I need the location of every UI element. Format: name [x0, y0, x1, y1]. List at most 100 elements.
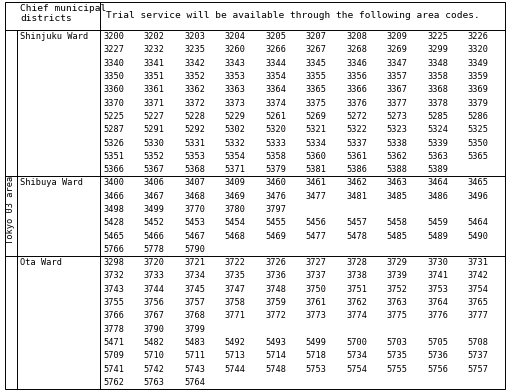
- Text: 5465: 5465: [103, 231, 124, 240]
- Text: 5228: 5228: [184, 112, 205, 121]
- Text: 3208: 3208: [345, 32, 366, 41]
- Text: 5700: 5700: [345, 338, 366, 347]
- Text: 3757: 3757: [184, 298, 205, 307]
- Text: 3730: 3730: [426, 258, 447, 267]
- Text: 3361: 3361: [143, 85, 164, 94]
- Text: 3209: 3209: [386, 32, 407, 41]
- Text: 3731: 3731: [467, 258, 488, 267]
- Text: 5755: 5755: [386, 364, 407, 373]
- Text: 5287: 5287: [103, 125, 124, 134]
- Text: 3761: 3761: [305, 298, 326, 307]
- Text: 3770: 3770: [184, 205, 205, 214]
- Text: 5322: 5322: [345, 125, 366, 134]
- Text: 5762: 5762: [103, 378, 124, 387]
- Text: 5302: 5302: [224, 125, 245, 134]
- Text: Chief municipal
districts: Chief municipal districts: [20, 4, 106, 23]
- Text: 3348: 3348: [426, 59, 447, 68]
- Text: 3773: 3773: [305, 311, 326, 320]
- Text: 5363: 5363: [426, 152, 447, 161]
- Text: 5766: 5766: [103, 245, 124, 254]
- Text: 5482: 5482: [143, 338, 164, 347]
- Text: 3350: 3350: [103, 72, 124, 81]
- Text: 5466: 5466: [143, 231, 164, 240]
- Text: 5323: 5323: [386, 125, 407, 134]
- Text: 5324: 5324: [426, 125, 447, 134]
- Text: 3406: 3406: [143, 178, 164, 187]
- Text: 3353: 3353: [224, 72, 245, 81]
- Text: 5778: 5778: [143, 245, 164, 254]
- Text: 3357: 3357: [386, 72, 407, 81]
- Text: 3370: 3370: [103, 99, 124, 108]
- Text: 5325: 5325: [467, 125, 488, 134]
- Text: 3465: 3465: [467, 178, 488, 187]
- Text: 5326: 5326: [103, 138, 124, 147]
- Text: 3378: 3378: [426, 99, 447, 108]
- Text: 3204: 3204: [224, 32, 245, 41]
- Text: 3227: 3227: [103, 45, 124, 54]
- Text: 5713: 5713: [224, 351, 245, 360]
- Text: 3778: 3778: [103, 325, 124, 334]
- Text: 5334: 5334: [305, 138, 326, 147]
- Text: 3752: 3752: [386, 285, 407, 294]
- Text: 3734: 3734: [184, 271, 205, 280]
- Text: Shibuya Ward: Shibuya Ward: [20, 178, 83, 187]
- Text: 3342: 3342: [184, 59, 205, 68]
- Text: 5718: 5718: [305, 351, 326, 360]
- Text: 3366: 3366: [345, 85, 366, 94]
- Text: 3743: 3743: [103, 285, 124, 294]
- Text: 5365: 5365: [467, 152, 488, 161]
- Text: 5483: 5483: [184, 338, 205, 347]
- Text: 3365: 3365: [305, 85, 326, 94]
- Text: 3742: 3742: [467, 271, 488, 280]
- Text: 3377: 3377: [386, 99, 407, 108]
- Text: 3207: 3207: [305, 32, 326, 41]
- Text: 5756: 5756: [426, 364, 447, 373]
- Text: 5333: 5333: [265, 138, 286, 147]
- Text: 5261: 5261: [265, 112, 286, 121]
- Text: 5361: 5361: [345, 152, 366, 161]
- Text: 3762: 3762: [345, 298, 366, 307]
- Text: 3738: 3738: [345, 271, 366, 280]
- Text: 3739: 3739: [386, 271, 407, 280]
- Text: 3771: 3771: [224, 311, 245, 320]
- Text: 5763: 5763: [143, 378, 164, 387]
- Text: 3720: 3720: [143, 258, 164, 267]
- Text: 5468: 5468: [224, 231, 245, 240]
- Text: 5757: 5757: [467, 364, 488, 373]
- Text: 3341: 3341: [143, 59, 164, 68]
- Text: Tokyo 03 area: Tokyo 03 area: [7, 176, 15, 244]
- Text: 3369: 3369: [467, 85, 488, 94]
- Text: 3469: 3469: [224, 192, 245, 201]
- Text: 5371: 5371: [224, 165, 245, 174]
- Text: 5360: 5360: [305, 152, 326, 161]
- Text: 3747: 3747: [224, 285, 245, 294]
- Text: 3351: 3351: [143, 72, 164, 81]
- Text: 3736: 3736: [265, 271, 286, 280]
- Text: 5499: 5499: [305, 338, 326, 347]
- Text: 5458: 5458: [386, 218, 407, 227]
- Text: 3799: 3799: [184, 325, 205, 334]
- Text: 3496: 3496: [467, 192, 488, 201]
- Text: 3235: 3235: [184, 45, 205, 54]
- Text: 3374: 3374: [265, 99, 286, 108]
- Text: 3347: 3347: [386, 59, 407, 68]
- Text: 3753: 3753: [426, 285, 447, 294]
- Text: 3726: 3726: [265, 258, 286, 267]
- Text: 5358: 5358: [265, 152, 286, 161]
- Text: 3461: 3461: [305, 178, 326, 187]
- Text: 5354: 5354: [224, 152, 245, 161]
- Text: 3722: 3722: [224, 258, 245, 267]
- Text: 5379: 5379: [265, 165, 286, 174]
- Text: 3372: 3372: [184, 99, 205, 108]
- Text: 5337: 5337: [345, 138, 366, 147]
- Text: 3269: 3269: [386, 45, 407, 54]
- Text: 5454: 5454: [224, 218, 245, 227]
- Text: 3344: 3344: [265, 59, 286, 68]
- Text: 3790: 3790: [143, 325, 164, 334]
- Text: 5764: 5764: [184, 378, 205, 387]
- Text: 3755: 3755: [103, 298, 124, 307]
- Text: 5366: 5366: [103, 165, 124, 174]
- Text: 5350: 5350: [467, 138, 488, 147]
- Text: 3352: 3352: [184, 72, 205, 81]
- Text: 5714: 5714: [265, 351, 286, 360]
